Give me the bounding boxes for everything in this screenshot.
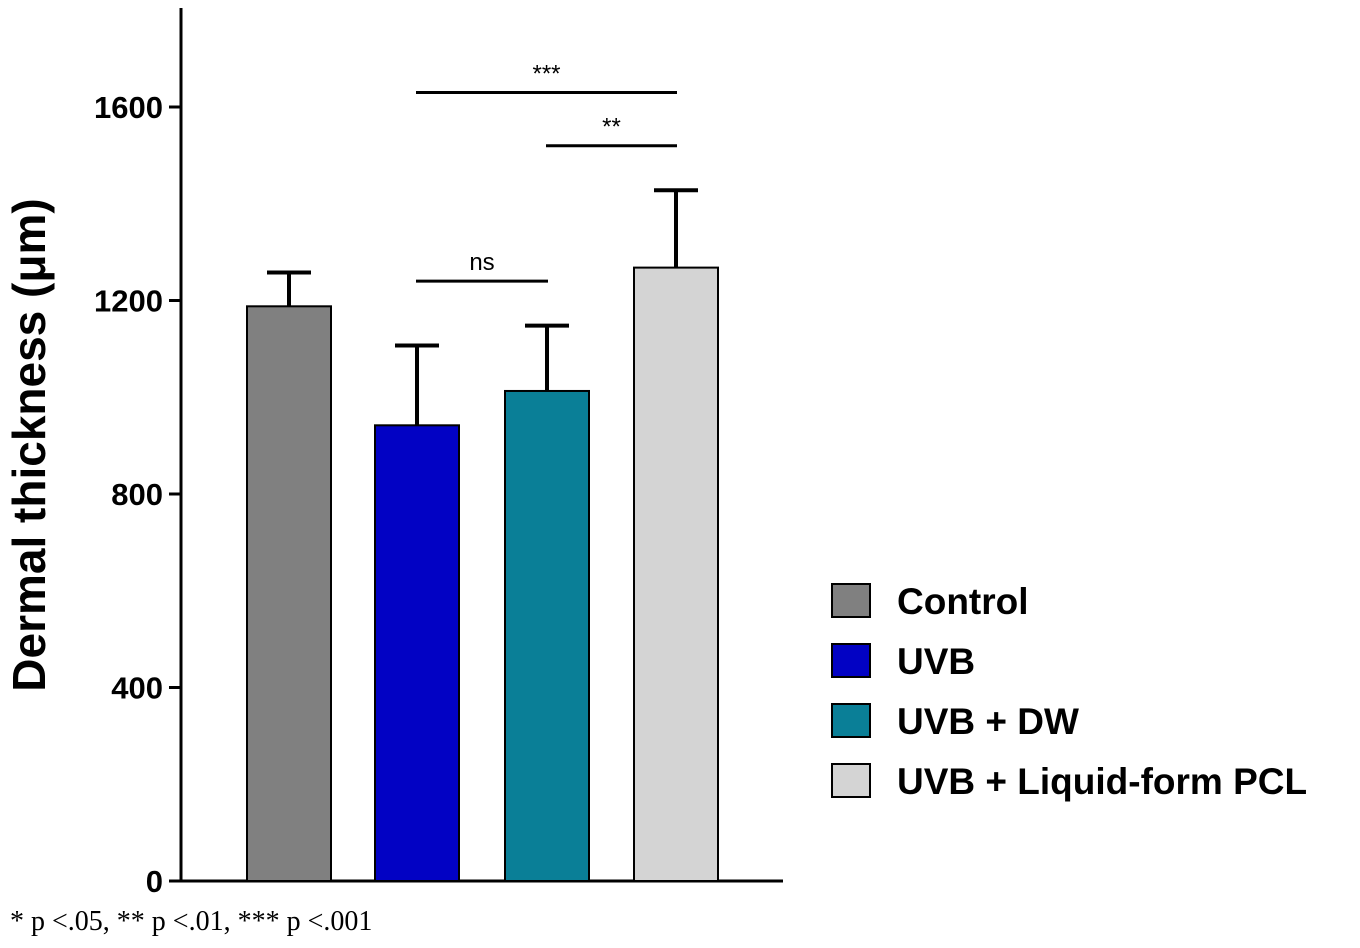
significance-label-0: *** (532, 60, 560, 87)
y-tick-label-800: 800 (111, 477, 163, 512)
legend-swatch-control (831, 583, 871, 618)
bar-uvb-dw (504, 389, 590, 882)
significance-layer: *****ns (416, 60, 677, 283)
y-tick-label-0: 0 (146, 864, 163, 899)
bar-layer (246, 188, 719, 883)
y-tick-label-400: 400 (111, 671, 163, 706)
legend: Control UVB UVB + DW UVB + Liquid-form PCL (831, 581, 1307, 802)
significance-footnote: * p <.05, ** p <.01, *** p <.001 (10, 906, 373, 937)
legend-label-uvb-dw: UVB + DW (897, 701, 1079, 742)
significance-label-2: ns (469, 249, 494, 276)
bar-uvb (374, 424, 460, 882)
significance-label-1: ** (602, 114, 621, 141)
legend-swatch-uvb-dw (831, 703, 871, 738)
y-tick-label-1600: 1600 (94, 90, 163, 125)
legend-label-uvb: UVB (897, 641, 975, 682)
legend-label-control: Control (897, 581, 1029, 622)
legend-label-uvb-liquid-form-pcl: UVB + Liquid-form PCL (897, 761, 1307, 802)
legend-swatch-uvb-liquid-form-pcl (831, 763, 871, 798)
y-axis-title: Dermal thickness (μm) (3, 198, 55, 691)
y-tick-label-1200: 1200 (94, 284, 163, 319)
bar-control (246, 305, 332, 882)
bar-uvb-liquid-form-pcl (633, 266, 719, 883)
legend-swatch-uvb (831, 643, 871, 678)
